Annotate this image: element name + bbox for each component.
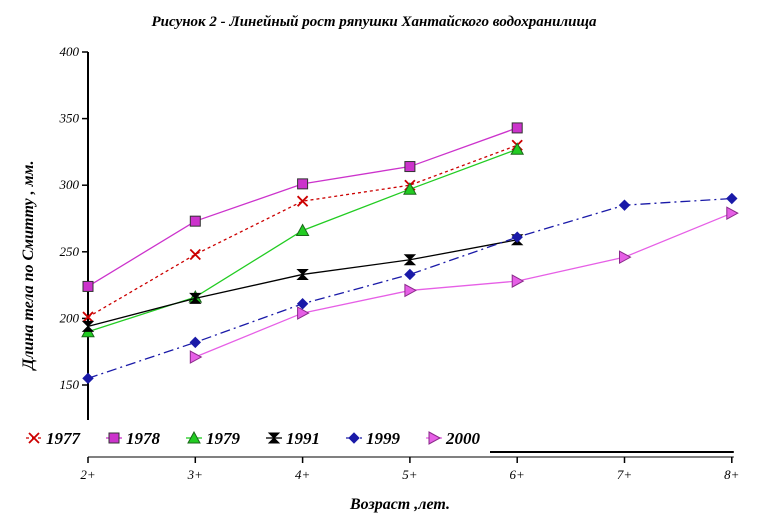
data-point — [726, 192, 738, 205]
legend-swatch-marker — [28, 432, 40, 444]
y-tick-label: 300 — [59, 177, 80, 192]
data-point — [511, 122, 523, 134]
x-axis-label: Возраст ,лет. — [349, 496, 450, 513]
data-point — [726, 206, 739, 221]
legend-item: 1991 — [266, 429, 320, 448]
legend-item: 1977 — [26, 429, 82, 448]
data-point — [403, 182, 417, 195]
x-tick-label: 6+ — [510, 467, 525, 482]
legend-label: 1979 — [206, 429, 241, 448]
legend-label: 2000 — [445, 429, 481, 448]
y-tick-label: 150 — [60, 377, 80, 392]
series-line — [87, 127, 518, 287]
x-tick-label: 5+ — [402, 467, 417, 482]
legend-label: 1977 — [46, 429, 82, 448]
data-point — [189, 336, 202, 349]
legend-label: 1978 — [126, 429, 161, 448]
x-tick-label: 7+ — [617, 467, 632, 482]
legend-label: 1991 — [286, 429, 320, 448]
legend-label: 1999 — [366, 429, 401, 448]
y-tick-label: 350 — [59, 111, 80, 126]
series-line — [87, 144, 518, 318]
data-point — [297, 178, 309, 190]
plot-area — [81, 122, 739, 385]
legend-swatch-marker — [108, 432, 120, 444]
data-point — [81, 320, 95, 332]
legend-swatch-marker — [187, 430, 201, 444]
y-axis-label: Длина тела по Смитту , мм. — [20, 160, 37, 371]
legend-swatch-marker — [348, 432, 360, 444]
data-point — [404, 268, 416, 281]
legend-swatch-marker — [267, 432, 281, 444]
legend-item: 2000 — [426, 429, 481, 448]
y-tick-label: 400 — [60, 44, 80, 59]
x-tick-label: 3+ — [187, 467, 203, 482]
series-2000 — [189, 206, 739, 364]
data-point — [404, 283, 417, 298]
data-point — [510, 142, 525, 155]
data-point — [297, 306, 310, 320]
data-point — [618, 199, 631, 211]
data-point — [296, 195, 309, 207]
data-point — [189, 248, 201, 261]
x-tick-label: 2+ — [80, 467, 95, 482]
data-point — [404, 161, 416, 173]
data-point — [82, 372, 94, 385]
y-tick-label: 200 — [60, 310, 80, 325]
y-axis: 150 200 250 300 350 400 — [59, 44, 89, 420]
data-point — [295, 223, 310, 236]
x-axis: 2+ 3+ 4+ 5+ 6+ 7+ 8+ — [80, 451, 739, 482]
x-tick-label: 4+ — [295, 467, 310, 482]
legend-item: 1978 — [106, 429, 161, 448]
data-point — [296, 268, 309, 280]
data-point — [511, 231, 523, 243]
data-point — [189, 292, 202, 304]
data-point — [619, 250, 632, 264]
legend: 1977 1978 1979 1991 1999 2000 — [26, 429, 481, 448]
series-1978 — [82, 122, 523, 292]
x-tick-label: 8+ — [724, 467, 739, 482]
data-point — [189, 350, 203, 364]
chart-title: Рисунок 2 - Линейный рост ряпушки Хантай… — [152, 14, 597, 30]
data-point — [189, 215, 201, 227]
data-point — [296, 298, 309, 310]
data-point — [82, 280, 94, 292]
data-point — [511, 274, 525, 288]
series-line — [195, 212, 733, 358]
legend-item: 1979 — [186, 429, 241, 448]
data-point — [403, 254, 417, 266]
legend-item: 1999 — [346, 429, 401, 448]
y-tick-label: 250 — [60, 244, 80, 259]
series-1999 — [82, 192, 738, 385]
legend-swatch-marker — [428, 431, 442, 445]
